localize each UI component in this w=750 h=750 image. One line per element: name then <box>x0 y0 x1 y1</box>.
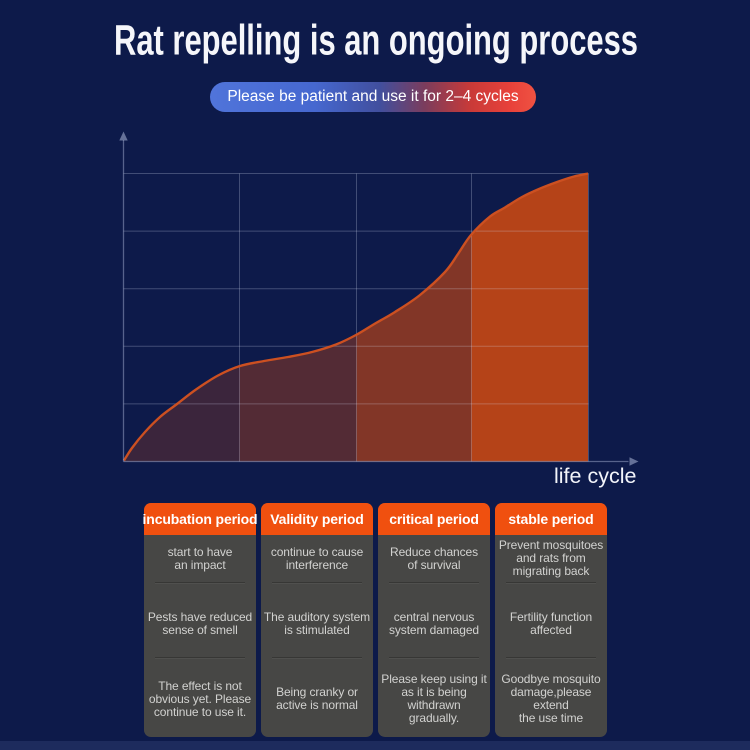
svg-text:Rat repelling is an ongoing pr: Rat repelling is an ongoing process <box>114 17 638 64</box>
svg-text:life cycle: life cycle <box>554 464 636 488</box>
